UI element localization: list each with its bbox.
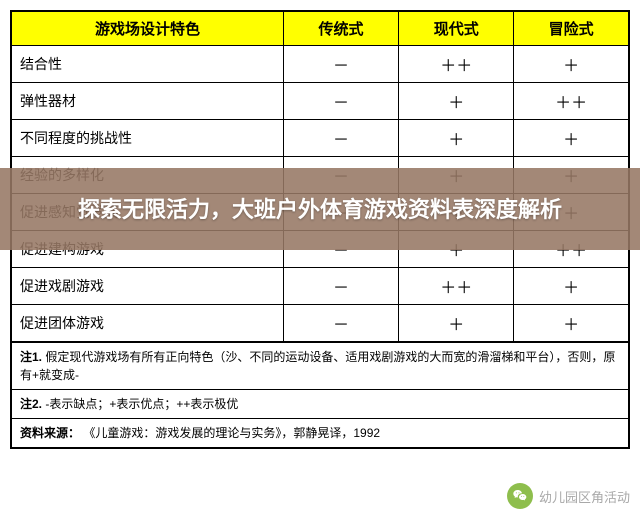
cell-value: － bbox=[283, 46, 398, 83]
row-label: 弹性器材 bbox=[11, 83, 283, 120]
row-label: 促进戏剧游戏 bbox=[11, 268, 283, 305]
title-overlay-banner: 探索无限活力，大班户外体育游戏资料表深度解析 bbox=[0, 168, 640, 250]
cell-value: ＋＋ bbox=[514, 83, 629, 120]
table-notes: 注1. 假定现代游戏场有所有正向特色（沙、不同的运动设备、适用戏剧游戏的大而宽的… bbox=[10, 343, 630, 449]
cell-value: ＋ bbox=[514, 305, 629, 343]
cell-value: ＋ bbox=[399, 305, 514, 343]
table-row: 促进团体游戏－＋＋ bbox=[11, 305, 629, 343]
row-label: 不同程度的挑战性 bbox=[11, 120, 283, 157]
column-header: 传统式 bbox=[283, 11, 398, 46]
column-header: 现代式 bbox=[399, 11, 514, 46]
note-source: 资料来源： 《儿童游戏：游戏发展的理论与实务》，郭静晃译，1992 bbox=[12, 419, 628, 447]
cell-value: － bbox=[283, 305, 398, 343]
table-row: 促进戏剧游戏－＋＋＋ bbox=[11, 268, 629, 305]
watermark: 幼儿园区角活动 bbox=[507, 483, 630, 509]
cell-value: ＋＋ bbox=[399, 46, 514, 83]
cell-value: ＋ bbox=[399, 83, 514, 120]
cell-value: ＋ bbox=[514, 46, 629, 83]
cell-value: － bbox=[283, 83, 398, 120]
table-row: 弹性器材－＋＋＋ bbox=[11, 83, 629, 120]
row-label: 结合性 bbox=[11, 46, 283, 83]
overlay-title: 探索无限活力，大班户外体育游戏资料表深度解析 bbox=[78, 193, 562, 226]
watermark-text: 幼儿园区角活动 bbox=[539, 487, 630, 506]
wechat-icon bbox=[507, 483, 533, 509]
cell-value: ＋ bbox=[399, 120, 514, 157]
cell-value: ＋ bbox=[514, 120, 629, 157]
table-row: 结合性－＋＋＋ bbox=[11, 46, 629, 83]
note-1: 注1. 假定现代游戏场有所有正向特色（沙、不同的运动设备、适用戏剧游戏的大而宽的… bbox=[12, 343, 628, 390]
cell-value: － bbox=[283, 120, 398, 157]
cell-value: ＋ bbox=[514, 268, 629, 305]
column-header: 冒险式 bbox=[514, 11, 629, 46]
cell-value: － bbox=[283, 268, 398, 305]
table-row: 不同程度的挑战性－＋＋ bbox=[11, 120, 629, 157]
row-label: 促进团体游戏 bbox=[11, 305, 283, 343]
column-header: 游戏场设计特色 bbox=[11, 11, 283, 46]
note-2: 注2. -表示缺点；+表示优点；++表示极优 bbox=[12, 390, 628, 419]
cell-value: ＋＋ bbox=[399, 268, 514, 305]
